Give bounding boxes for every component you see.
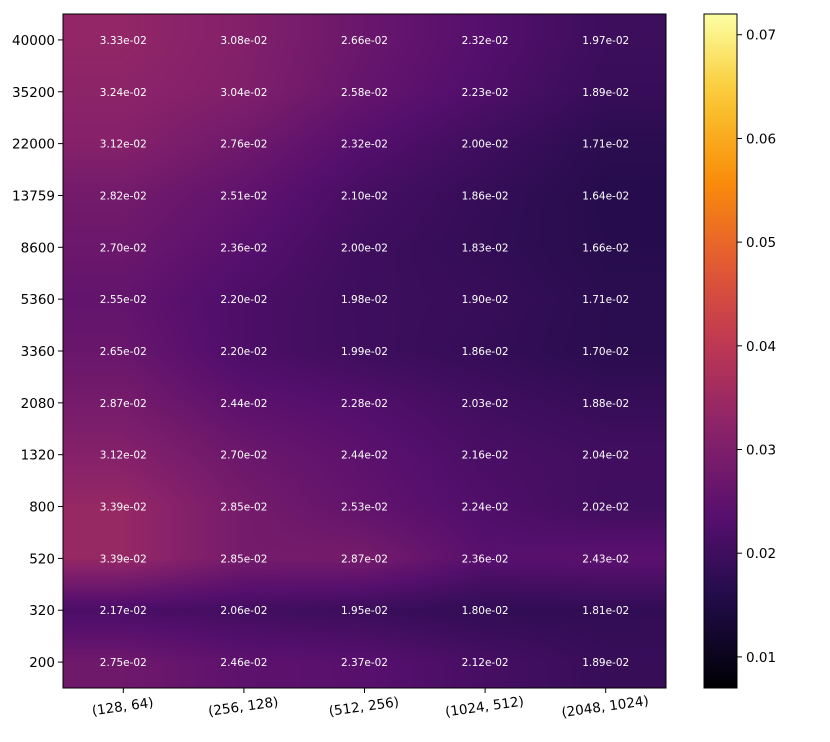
- colorbar-gradient: [703, 13, 738, 689]
- cell-value-label: 2.87e-02: [100, 398, 147, 410]
- cell-value-label: 2.36e-02: [462, 553, 509, 565]
- colorbar-tick-label: 0.01: [746, 650, 776, 666]
- cell-value-label: 2.36e-02: [220, 242, 267, 254]
- cell-value-label: 2.23e-02: [462, 87, 509, 99]
- cell-value-label: 2.28e-02: [341, 398, 388, 410]
- cell-value-label: 3.39e-02: [100, 502, 147, 514]
- x-tick-label: (512, 256): [328, 694, 400, 720]
- cell-value-label: 2.82e-02: [100, 190, 147, 202]
- cell-value-label: 1.66e-02: [582, 242, 629, 254]
- cell-value-label: 3.12e-02: [100, 450, 147, 462]
- colorbar: 0.01 0.02 0.03 0.04 0.05 0.06 0.07: [703, 13, 776, 689]
- cell-value-label: 1.83e-02: [462, 242, 509, 254]
- cell-value-label: 2.76e-02: [220, 139, 267, 151]
- cell-value-label: 2.75e-02: [100, 657, 147, 669]
- y-tick-label: 2080: [21, 396, 55, 412]
- colorbar-tick-label: 0.02: [746, 546, 776, 562]
- cell-labels: 3.33e-02 3.08e-02 2.66e-02 2.32e-02 1.97e-02…: [100, 35, 629, 669]
- colorbar-tick-label: 0.04: [746, 339, 776, 355]
- cell-value-label: 1.99e-02: [341, 346, 388, 358]
- cell-value-label: 3.08e-02: [220, 35, 267, 47]
- y-tick-label: 200: [29, 655, 55, 671]
- cell-value-label: 2.37e-02: [341, 657, 388, 669]
- cell-value-label: 3.33e-02: [100, 35, 147, 47]
- cell-value-label: 1.90e-02: [462, 294, 509, 306]
- y-tick-label: 22000: [12, 137, 55, 153]
- x-tick-label: (128, 64): [91, 695, 155, 719]
- cell-value-label: 2.00e-02: [341, 242, 388, 254]
- plot-area: [62, 13, 667, 689]
- cell-value-label: 2.51e-02: [220, 190, 267, 202]
- cell-value-label: 2.70e-02: [100, 242, 147, 254]
- colorbar-tick-label: 0.07: [746, 28, 776, 44]
- cell-value-label: 2.55e-02: [100, 294, 147, 306]
- cell-value-label: 3.04e-02: [220, 87, 267, 99]
- cell-value-label: 2.10e-02: [341, 190, 388, 202]
- cell-value-label: 1.71e-02: [582, 139, 629, 151]
- cell-value-label: 2.65e-02: [100, 346, 147, 358]
- cell-value-label: 2.53e-02: [341, 502, 388, 514]
- cell-value-label: 1.89e-02: [582, 87, 629, 99]
- cell-value-label: 2.44e-02: [341, 450, 388, 462]
- cell-value-label: 2.58e-02: [341, 87, 388, 99]
- cell-value-label: 2.02e-02: [582, 502, 629, 514]
- cell-value-label: 2.12e-02: [462, 657, 509, 669]
- cell-value-label: 2.03e-02: [462, 398, 509, 410]
- cell-value-label: 1.89e-02: [582, 657, 629, 669]
- y-tick-label: 5360: [21, 292, 55, 308]
- y-tick-label: 520: [29, 551, 55, 567]
- cell-value-label: 2.44e-02: [220, 398, 267, 410]
- cell-value-label: 3.12e-02: [100, 139, 147, 151]
- cell-value-label: 2.70e-02: [220, 450, 267, 462]
- cell-value-label: 2.24e-02: [462, 502, 509, 514]
- cell-value-label: 2.66e-02: [341, 35, 388, 47]
- x-tick-label: (256, 128): [207, 694, 279, 720]
- y-tick-label: 800: [29, 500, 55, 516]
- y-tick-label: 320: [29, 603, 55, 619]
- cell-value-label: 1.86e-02: [462, 190, 509, 202]
- cell-value-label: 1.64e-02: [582, 190, 629, 202]
- cell-value-label: 2.16e-02: [462, 450, 509, 462]
- cell-value-label: 1.88e-02: [582, 398, 629, 410]
- y-tick-label: 3360: [21, 344, 55, 360]
- colorbar-tick-label: 0.05: [746, 235, 776, 251]
- cell-value-label: 2.87e-02: [341, 553, 388, 565]
- y-tick-label: 13759: [12, 188, 55, 204]
- cell-value-label: 1.97e-02: [582, 35, 629, 47]
- cell-value-label: 1.86e-02: [462, 346, 509, 358]
- cell-value-label: 1.98e-02: [341, 294, 388, 306]
- cell-value-label: 3.24e-02: [100, 87, 147, 99]
- x-tick-label: (1024, 512): [444, 694, 525, 721]
- x-tick-label: (2048, 1024): [561, 693, 650, 721]
- cell-value-label: 2.04e-02: [582, 450, 629, 462]
- cell-value-label: 1.70e-02: [582, 346, 629, 358]
- cell-value-label: 2.32e-02: [462, 35, 509, 47]
- colorbar-tick-label: 0.03: [746, 443, 776, 459]
- cell-value-label: 2.32e-02: [341, 139, 388, 151]
- cell-value-label: 1.95e-02: [341, 605, 388, 617]
- cell-value-label: 2.06e-02: [220, 605, 267, 617]
- y-tick-label: 8600: [21, 240, 55, 256]
- y-tick-label: 35200: [12, 85, 55, 101]
- heatmap-image: [63, 14, 666, 688]
- colorbar-tick-label: 0.06: [746, 131, 776, 147]
- cell-value-label: 2.85e-02: [220, 553, 267, 565]
- cell-value-label: 1.81e-02: [582, 605, 629, 617]
- cell-value-label: 2.85e-02: [220, 502, 267, 514]
- cell-value-label: 2.20e-02: [220, 346, 267, 358]
- cell-value-label: 1.80e-02: [462, 605, 509, 617]
- cell-value-label: 2.20e-02: [220, 294, 267, 306]
- cell-value-label: 2.43e-02: [582, 553, 629, 565]
- cell-value-label: 3.39e-02: [100, 553, 147, 565]
- cell-value-label: 1.71e-02: [582, 294, 629, 306]
- cell-value-label: 2.00e-02: [462, 139, 509, 151]
- y-tick-label: 40000: [12, 33, 55, 49]
- cell-value-label: 2.46e-02: [220, 657, 267, 669]
- cell-value-label: 2.17e-02: [100, 605, 147, 617]
- y-tick-label: 1320: [21, 448, 55, 464]
